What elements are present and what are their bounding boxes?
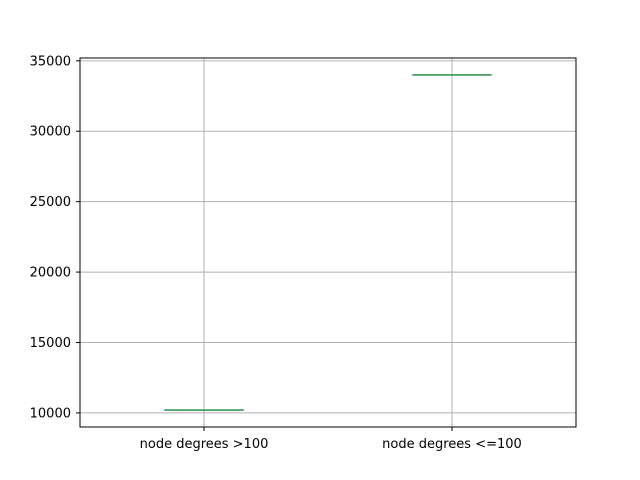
y-axis: 10000 15000 20000 25000 30000 35000 (30, 54, 80, 421)
grid-lines (80, 58, 576, 427)
x-tick-label: node degrees >100 (140, 437, 269, 452)
y-tick-label: 25000 (30, 195, 71, 210)
y-tick-label: 20000 (30, 266, 71, 281)
box-marks (164, 74, 492, 411)
y-tick-label: 15000 (30, 336, 71, 351)
x-tick-label: node degrees <=100 (382, 437, 522, 452)
y-tick-label: 30000 (30, 125, 71, 140)
plot-area-frame (79, 57, 577, 428)
y-tick-label: 10000 (30, 406, 71, 421)
y-tick-label: 35000 (30, 54, 71, 69)
x-axis: node degrees >100 node degrees <=100 (140, 427, 522, 452)
